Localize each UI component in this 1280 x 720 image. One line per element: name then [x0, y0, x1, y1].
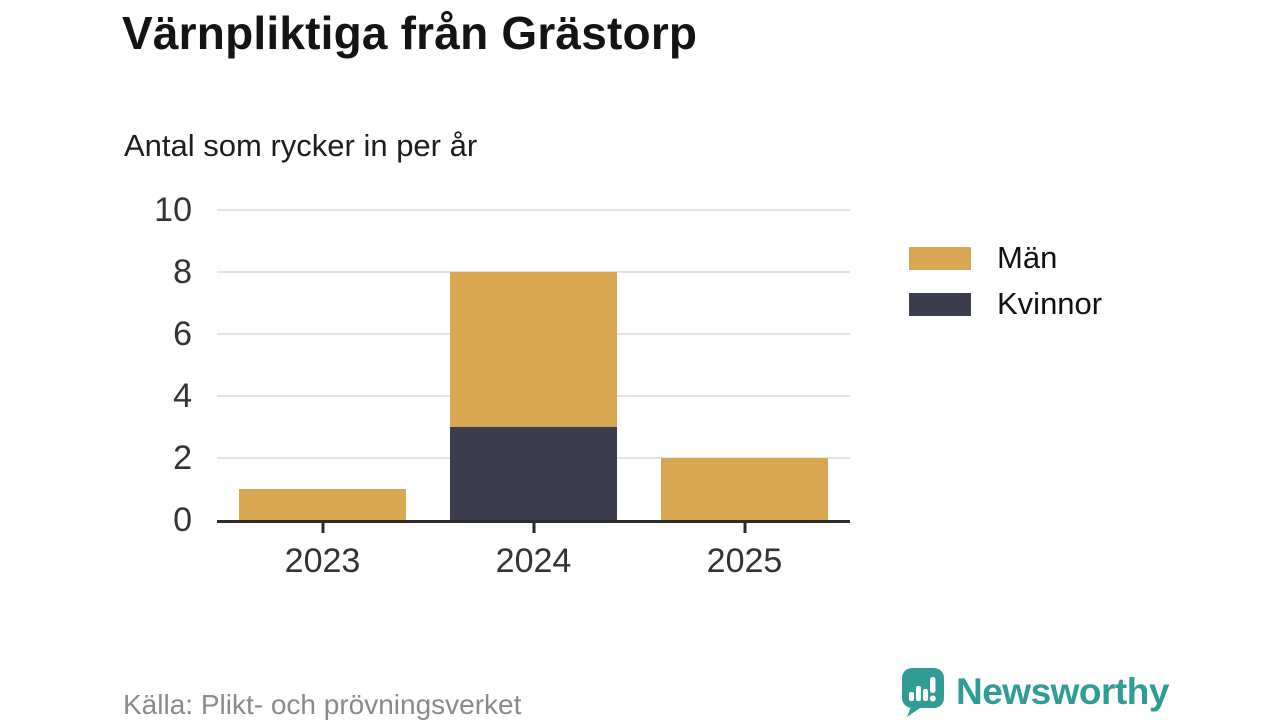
x-axis-tick-label-2024: 2024 [495, 542, 572, 580]
legend-label-kvinnor: Kvinnor [997, 286, 1103, 321]
x-axis-tick-label-2023: 2023 [284, 542, 361, 580]
y-axis-tick-label-4: 4 [173, 377, 192, 415]
legend-item-man: Män [909, 235, 1102, 281]
legend-swatch-man [909, 246, 971, 270]
bar-segment-män-2024 [450, 272, 617, 427]
gridline-y-10 [217, 209, 850, 211]
bar-segment-kvinnor-2024 [450, 427, 617, 520]
source-note: Källa: Plikt- och prövningsverket [123, 689, 522, 720]
bar-slot-2025 [639, 210, 850, 520]
bar-2023 [239, 489, 406, 520]
legend-swatch-kvinnor [909, 292, 971, 316]
x-axis-tick-2024 [532, 523, 535, 533]
newsworthy-logo-icon [902, 668, 944, 717]
y-axis-tick-label-0: 0 [173, 501, 192, 539]
legend-item-kvinnor: Kvinnor [909, 281, 1102, 327]
bar-slot-2024 [428, 210, 639, 520]
legend: Män Kvinnor [909, 235, 1102, 327]
bar-2025 [661, 458, 828, 520]
plot-area [217, 209, 850, 533]
bar-segment-män-2023 [239, 489, 406, 520]
y-axis-tick-label-2: 2 [173, 439, 192, 477]
chart-subtitle: Antal som rycker in per år [124, 128, 478, 163]
chart-title: Värnpliktiga från Grästorp [122, 7, 698, 59]
x-axis-tick-labels: 2023 2024 2025 [217, 542, 850, 581]
bar-segment-män-2025 [661, 458, 828, 520]
y-axis-tick-label-6: 6 [173, 315, 192, 353]
y-axis-tick-label-10: 10 [154, 191, 192, 229]
bar-slot-2023 [217, 210, 428, 520]
legend-label-man: Män [997, 240, 1058, 275]
y-axis-tick-label-8: 8 [173, 253, 192, 291]
newsworthy-logo: Newsworthy [900, 667, 1169, 717]
x-axis-tick-2023 [321, 523, 324, 533]
bar-2024 [450, 272, 617, 520]
y-axis-tick-labels: 0 2 4 6 8 10 [100, 191, 192, 539]
newsworthy-logo-text: Newsworthy [956, 671, 1169, 712]
x-axis-tick-2025 [743, 523, 746, 533]
x-axis-tick-label-2025: 2025 [706, 542, 783, 580]
